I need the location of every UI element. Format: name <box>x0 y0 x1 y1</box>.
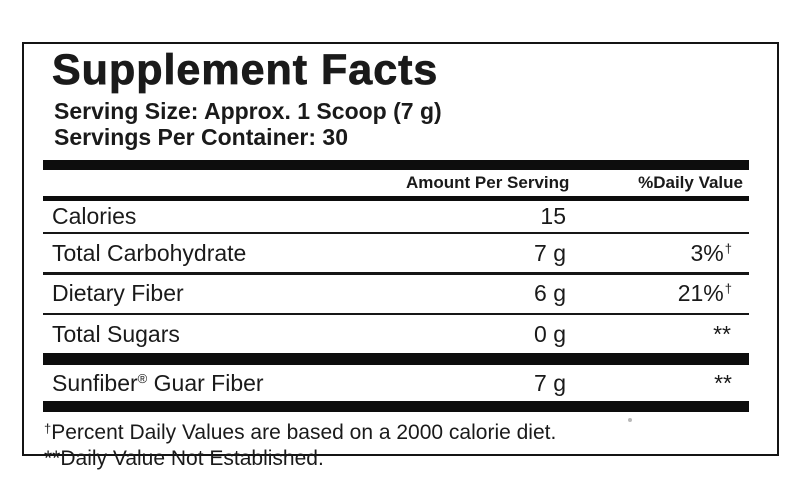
table-row-total-sugars: Total Sugars 0 g ** <box>43 315 749 353</box>
divider-bar-top <box>43 159 749 170</box>
row-amount: 6 g <box>534 280 566 306</box>
serving-size-line: Serving Size: Approx. 1 Scoop (7 g) <box>54 98 442 124</box>
supplement-facts-panel: Supplement Facts Serving Size: Approx. 1… <box>22 42 779 470</box>
row-separator <box>43 272 749 275</box>
asterisk-marker: ** <box>44 446 61 470</box>
dagger-marker: † <box>44 421 52 436</box>
row-separator <box>43 312 749 315</box>
row-separator <box>43 231 749 234</box>
registered-trademark-mark: ® <box>137 370 148 386</box>
row-amount: 7 g <box>534 369 566 396</box>
footnote-daily-values: †Percent Daily Values are based on a 200… <box>44 420 749 446</box>
stray-gray-dot <box>628 418 632 422</box>
table-row-dietary-fiber: Dietary Fiber 6 g 21%† <box>43 275 749 313</box>
row-label: Total Sugars <box>52 320 180 347</box>
label-title: Supplement Facts <box>52 46 439 94</box>
row-label: Sunfiber® Guar Fiber <box>43 370 406 397</box>
row-daily-value <box>566 203 749 230</box>
ingredient-name-rest: Guar Fiber <box>147 369 264 396</box>
row-daily-value: 3%† <box>566 240 749 267</box>
column-header-amount: Amount Per Serving <box>406 172 570 192</box>
row-amount: 0 g <box>534 320 566 347</box>
table-header-row: Amount Per Serving %Daily Value <box>43 170 749 196</box>
footnotes-section: †Percent Daily Values are based on a 200… <box>44 420 749 471</box>
row-daily-value: 21%† <box>566 280 749 307</box>
row-label: Calories <box>52 202 137 229</box>
dv-value: ** <box>713 320 731 347</box>
footnote-not-established: **Daily Value Not Established. <box>44 446 749 472</box>
table-row-calories: Calories 15 <box>43 201 749 232</box>
dagger-mark: † <box>724 240 732 256</box>
divider-bar-header <box>43 195 749 201</box>
row-label: Dietary Fiber <box>52 280 184 306</box>
footnote-text: Percent Daily Values are based on a 2000… <box>51 421 557 444</box>
row-daily-value: ** <box>566 370 749 397</box>
row-amount: 15 <box>540 202 566 229</box>
row-label: Total Carbohydrate <box>52 239 247 266</box>
divider-bar-ingredient-bottom <box>43 401 749 412</box>
dv-value: ** <box>714 369 732 396</box>
column-header-daily-value: %Daily Value <box>638 172 743 192</box>
table-row-sunfiber-guar-fiber: Sunfiber® Guar Fiber 7 g ** <box>43 365 749 401</box>
divider-bar-ingredient-top <box>43 353 749 365</box>
row-amount: 7 g <box>534 239 566 266</box>
servings-per-container-line: Servings Per Container: 30 <box>54 123 348 150</box>
row-daily-value: ** <box>566 321 749 348</box>
table-row-total-carbohydrate: Total Carbohydrate 7 g 3%† <box>43 234 749 272</box>
brand-name: Sunfiber <box>52 369 138 396</box>
dagger-mark: † <box>724 281 732 296</box>
dv-value: 3% <box>690 239 724 266</box>
dv-value: 21% <box>677 280 724 306</box>
footnote-text: Daily Value Not Established. <box>60 446 324 470</box>
